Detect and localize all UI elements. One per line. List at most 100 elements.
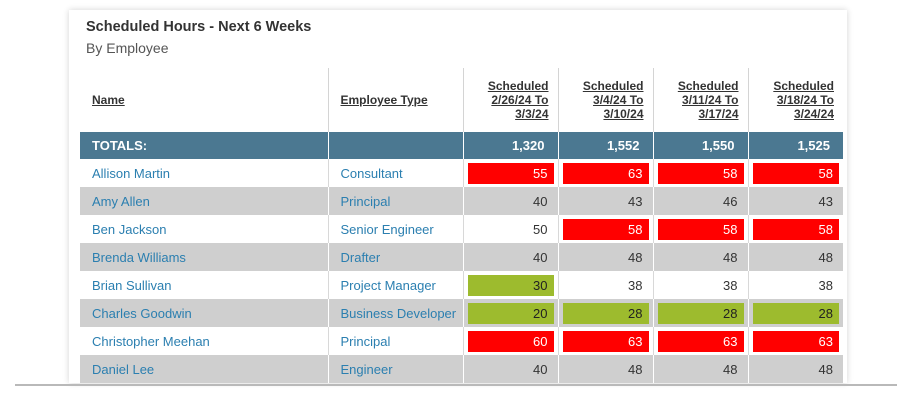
hours-cell-week-2: 43 xyxy=(557,187,653,215)
employee-type-link[interactable]: Principal xyxy=(340,333,391,349)
employee-type-link[interactable]: Principal xyxy=(340,193,391,209)
hours-cell-week-2: 48 xyxy=(557,355,653,383)
employee-type-cell: Business Developer xyxy=(327,299,463,327)
employee-type-link[interactable]: Engineer xyxy=(340,361,393,377)
employee-name-link[interactable]: Brenda Williams xyxy=(92,249,186,265)
employee-type-cell: Consultant xyxy=(327,159,463,187)
week-header-line2: 3/18/24 To xyxy=(776,93,834,107)
scheduled-hours-value: 40 xyxy=(533,361,548,377)
hours-cell-week-1: 55 xyxy=(462,159,558,187)
scheduled-hours-value: 48 xyxy=(818,361,833,377)
week-header-line3: 3/10/24 xyxy=(603,107,644,121)
hours-cell-week-3: 38 xyxy=(652,271,748,299)
employee-type-cell: Drafter xyxy=(327,243,463,271)
scheduled-hours-value: 63 xyxy=(752,330,839,352)
scheduled-hours-value: 28 xyxy=(657,302,744,324)
totals-type-cell xyxy=(327,132,463,159)
scheduled-hours-value: 58 xyxy=(657,162,744,184)
scheduled-hours-value: 28 xyxy=(752,302,839,324)
hours-cell-week-3: 48 xyxy=(652,355,748,383)
scheduled-hours-value: 48 xyxy=(628,361,643,377)
hours-cell-week-2: 38 xyxy=(557,271,653,299)
employee-name-cell: Daniel Lee xyxy=(80,355,328,383)
hours-cell-week-4: 48 xyxy=(747,355,843,383)
hours-cell-week-2: 63 xyxy=(557,159,653,187)
scheduled-hours-value: 48 xyxy=(723,249,738,265)
hours-cell-week-1: 30 xyxy=(462,271,558,299)
scheduled-hours-value: 63 xyxy=(657,330,744,352)
employee-name-link[interactable]: Christopher Meehan xyxy=(92,333,210,349)
scheduled-hours-value: 48 xyxy=(723,361,738,377)
week-header-line3: 3/17/24 xyxy=(698,107,739,121)
employee-name-link[interactable]: Ben Jackson xyxy=(92,221,167,237)
table-row: Charles Goodwin Business Developer 20 28 28 2… xyxy=(80,299,843,327)
hours-cell-week-1: 40 xyxy=(462,243,558,271)
hours-cell-week-2: 28 xyxy=(557,299,653,327)
column-header-week-4[interactable]: Scheduled 3/18/24 To 3/24/24 xyxy=(747,68,843,132)
employee-type-link[interactable]: Consultant xyxy=(340,165,403,181)
scheduled-hours-value: 43 xyxy=(818,193,833,209)
widget-subtitle: By Employee xyxy=(86,40,169,56)
table-row: Christopher Meehan Principal 60 63 63 63 xyxy=(80,327,843,355)
scheduled-hours-value: 55 xyxy=(467,162,554,184)
hours-cell-week-3: 63 xyxy=(652,327,748,355)
table-row: Daniel Lee Engineer 40 48 48 48 xyxy=(80,355,843,383)
week-header-line2: 3/11/24 To xyxy=(682,93,739,107)
totals-week-4: 1,525 xyxy=(747,132,843,159)
table-row: Brian Sullivan Project Manager 30 38 38 38 xyxy=(80,271,843,299)
hours-cell-week-3: 58 xyxy=(652,215,748,243)
employee-type-cell: Project Manager xyxy=(327,271,463,299)
hours-cell-week-4: 28 xyxy=(747,299,843,327)
scheduled-hours-value: 43 xyxy=(628,193,643,209)
hours-cell-week-4: 58 xyxy=(747,215,843,243)
hours-cell-week-2: 58 xyxy=(557,215,653,243)
employee-type-link[interactable]: Business Developer xyxy=(340,305,457,321)
employee-type-link[interactable]: Project Manager xyxy=(340,277,436,293)
hours-cell-week-4: 58 xyxy=(747,159,843,187)
hours-cell-week-4: 63 xyxy=(747,327,843,355)
employee-name-cell: Allison Martin xyxy=(80,159,328,187)
employee-type-cell: Senior Engineer xyxy=(327,215,463,243)
totals-row: TOTALS: 1,320 1,552 1,550 1,525 xyxy=(80,132,843,159)
hours-cell-week-3: 58 xyxy=(652,159,748,187)
hours-cell-week-2: 63 xyxy=(557,327,653,355)
scheduled-hours-value: 48 xyxy=(818,249,833,265)
column-header-week-2[interactable]: Scheduled 3/4/24 To 3/10/24 xyxy=(557,68,653,132)
hours-cell-week-4: 38 xyxy=(747,271,843,299)
scheduled-hours-value: 63 xyxy=(562,330,649,352)
scheduled-hours-value: 46 xyxy=(723,193,738,209)
week-header-line1: Scheduled xyxy=(487,79,549,93)
totals-label: TOTALS: xyxy=(80,132,328,159)
totals-week-2: 1,552 xyxy=(557,132,653,159)
employee-type-cell: Principal xyxy=(327,187,463,215)
hours-cell-week-1: 60 xyxy=(462,327,558,355)
scheduled-hours-widget: Scheduled Hours - Next 6 Weeks By Employ… xyxy=(69,10,847,383)
employee-name-cell: Ben Jackson xyxy=(80,215,328,243)
hours-cell-week-4: 43 xyxy=(747,187,843,215)
table-row: Allison Martin Consultant 55 63 58 58 xyxy=(80,159,843,187)
employee-name-link[interactable]: Allison Martin xyxy=(92,165,171,181)
employee-name-link[interactable]: Daniel Lee xyxy=(92,361,155,377)
bottom-divider xyxy=(15,384,897,386)
column-header-week-3[interactable]: Scheduled 3/11/24 To 3/17/24 xyxy=(652,68,748,132)
column-header-week-1[interactable]: Scheduled 2/26/24 To 3/3/24 xyxy=(462,68,558,132)
column-header-name[interactable]: Name xyxy=(80,68,328,132)
employee-name-link[interactable]: Brian Sullivan xyxy=(92,277,172,293)
hours-cell-week-1: 40 xyxy=(462,187,558,215)
week-header-line3: 3/3/24 xyxy=(515,107,549,121)
employee-type-cell: Principal xyxy=(327,327,463,355)
scheduled-hours-value: 58 xyxy=(752,162,839,184)
employee-name-link[interactable]: Charles Goodwin xyxy=(92,305,192,321)
employee-name-link[interactable]: Amy Allen xyxy=(92,193,150,209)
column-header-employee-type[interactable]: Employee Type xyxy=(327,68,463,132)
scheduled-hours-value: 30 xyxy=(467,274,554,296)
hours-cell-week-1: 40 xyxy=(462,355,558,383)
employee-type-link[interactable]: Drafter xyxy=(340,249,381,265)
scheduled-hours-table: Name Employee Type Scheduled 2/26/24 To … xyxy=(80,68,843,383)
employee-type-link[interactable]: Senior Engineer xyxy=(340,221,434,237)
scheduled-hours-value: 38 xyxy=(628,277,643,293)
totals-week-1: 1,320 xyxy=(462,132,558,159)
scheduled-hours-value: 40 xyxy=(533,193,548,209)
scheduled-hours-value: 48 xyxy=(628,249,643,265)
table-row: Amy Allen Principal 40 43 46 43 xyxy=(80,187,843,215)
